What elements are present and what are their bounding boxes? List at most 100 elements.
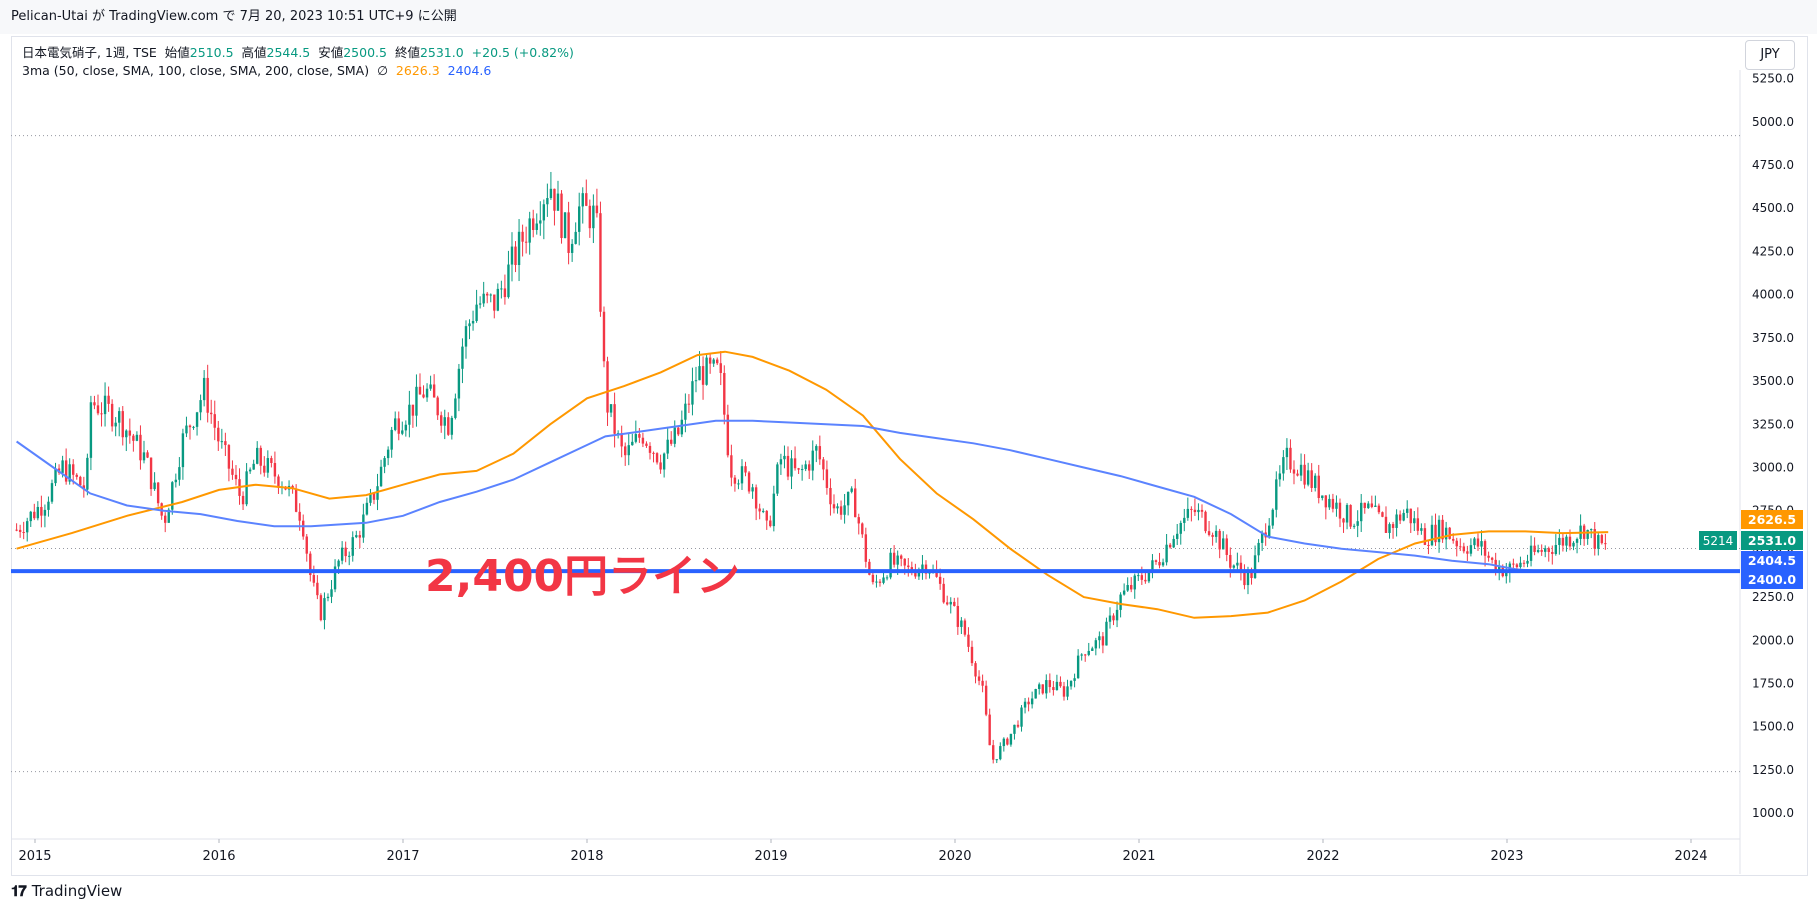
candle-body — [892, 552, 896, 565]
candle-body — [1512, 563, 1515, 565]
chart-frame[interactable] — [11, 36, 1808, 876]
candle-body — [1002, 738, 1006, 747]
candle-body — [1112, 615, 1115, 621]
candle-body — [323, 598, 326, 621]
candle-body — [1292, 469, 1296, 474]
candle-body — [1367, 503, 1370, 509]
candle-body — [252, 463, 255, 470]
candle-body — [1144, 579, 1147, 582]
candle-body — [776, 464, 779, 494]
candle-body — [1190, 508, 1193, 510]
tradingview-footer[interactable]: 𝟏𝟕 TradingView — [11, 882, 122, 900]
time-axis[interactable]: 2015 2016 2017 2018 2019 2020 2021 2022 2023 2024 — [18, 839, 1708, 864]
y-tick-label: 5000.0 — [1752, 115, 1794, 129]
candle-body — [563, 212, 567, 239]
candle-body — [606, 361, 609, 413]
candle-body — [896, 555, 899, 565]
candle-body — [808, 464, 811, 471]
candle-body — [202, 377, 206, 401]
candle-body — [188, 425, 192, 428]
candle-body — [900, 555, 903, 559]
candle-body — [1098, 636, 1101, 641]
candle-body — [1427, 544, 1430, 546]
high-value: 2544.5 — [266, 45, 311, 60]
candle-body — [425, 388, 429, 398]
candle-body — [1381, 512, 1384, 517]
candle-body — [259, 447, 262, 466]
candle-body — [524, 241, 528, 243]
moving-averages — [16, 350, 1609, 619]
candle-body — [47, 501, 50, 510]
candle-body — [517, 231, 521, 266]
candle-body — [1084, 654, 1087, 656]
candle-body — [1544, 548, 1547, 552]
x-tick-label: 2018 — [570, 849, 603, 864]
candle-body — [613, 404, 616, 434]
candle-body — [241, 495, 245, 505]
candle-body — [167, 509, 170, 523]
x-tick-label: 2015 — [18, 849, 51, 864]
candle-body — [178, 467, 181, 480]
candle-body — [1314, 475, 1317, 488]
x-tick-label: 2024 — [1674, 849, 1707, 864]
candle-body — [1183, 517, 1186, 523]
candle-body — [1080, 654, 1083, 656]
candle-body — [578, 206, 581, 232]
candle-body — [1310, 470, 1313, 488]
candle-body — [333, 566, 337, 590]
legend-row-indicator[interactable]: 3ma (50, close, SMA, 100, close, SMA, 20… — [22, 63, 491, 78]
candle-body — [1473, 538, 1476, 546]
candle-body — [1593, 529, 1596, 549]
candle-body — [298, 511, 301, 521]
candle-body — [1604, 543, 1607, 545]
candle-body — [146, 452, 149, 458]
candle-body — [128, 430, 132, 436]
candle-body — [121, 411, 124, 438]
candle-body — [1540, 550, 1543, 552]
candle-body — [974, 663, 977, 677]
candle-body — [662, 453, 666, 470]
price-label-bg — [1741, 570, 1803, 589]
candle-body — [708, 357, 712, 364]
candle-body — [510, 246, 514, 265]
candle-body — [135, 434, 139, 441]
legend-row-symbol[interactable]: 日本電気硝子, 1週, TSE 始値2510.5 高値2544.5 安値2500… — [22, 42, 574, 61]
candle-body — [217, 427, 220, 442]
candle-body — [1232, 565, 1236, 568]
candle-body — [1009, 733, 1013, 745]
candle-body — [1551, 551, 1554, 554]
candle-body — [139, 434, 142, 461]
candle-body — [1498, 566, 1501, 572]
horizontal-line-2400[interactable]: 2,400円ライン — [11, 551, 1740, 602]
price-label-text: 2400.0 — [1748, 572, 1797, 587]
candle-body — [64, 460, 68, 482]
candle-body — [977, 676, 981, 681]
price-axis[interactable]: 1000.01250.01500.01750.02000.02250.02500… — [1752, 72, 1794, 820]
candle-body — [1360, 502, 1363, 522]
candle-body — [195, 412, 199, 427]
candle-body — [1126, 585, 1129, 591]
candle-body — [1480, 541, 1483, 547]
candle-body — [355, 535, 358, 538]
candle-body — [588, 205, 592, 229]
candle-body — [737, 483, 740, 485]
candle-body — [185, 425, 188, 434]
low-value: 2500.5 — [343, 45, 387, 60]
candle-body — [450, 417, 454, 435]
candle-body — [1406, 508, 1409, 513]
candle-body — [1130, 585, 1133, 590]
candle-body — [174, 479, 178, 483]
candle-body — [670, 439, 673, 444]
candle-body — [1059, 681, 1062, 687]
candle-body — [1490, 557, 1494, 560]
candle-body — [1041, 684, 1044, 694]
candle-body — [79, 476, 82, 486]
candle-body — [181, 433, 185, 468]
candle-body — [125, 430, 128, 438]
candle-body — [224, 441, 227, 446]
price-label-bg — [1741, 510, 1803, 529]
currency-button[interactable]: JPY — [1745, 40, 1795, 70]
candle-body — [1352, 525, 1356, 527]
candle-body — [846, 491, 850, 506]
